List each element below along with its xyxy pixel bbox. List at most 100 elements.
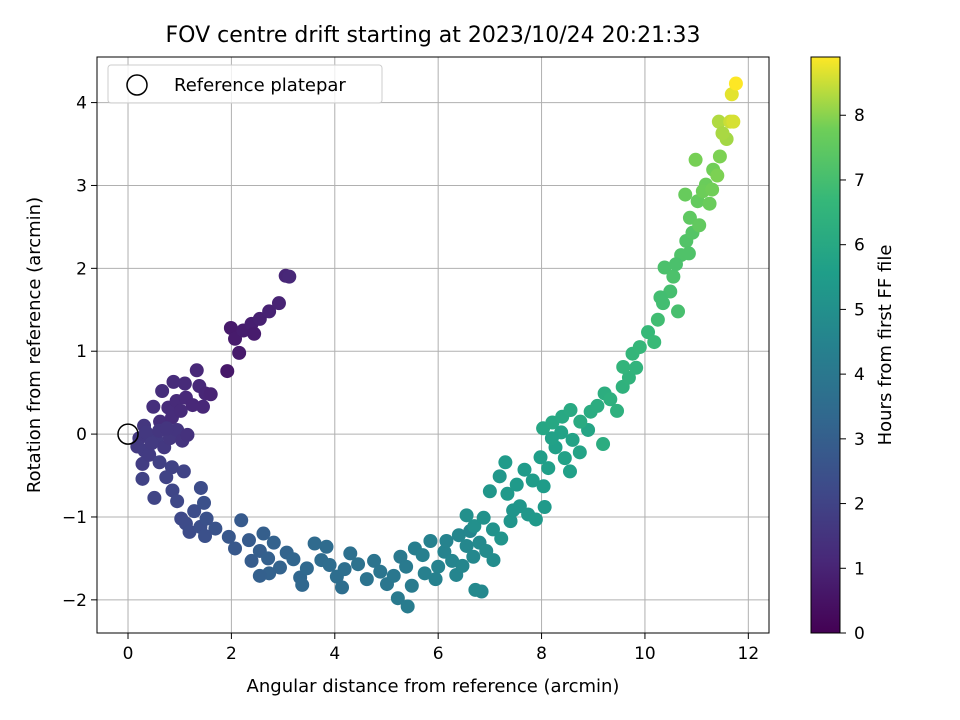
data-point xyxy=(271,296,286,311)
colorbar-tick-label: 2 xyxy=(854,495,865,515)
data-point xyxy=(431,559,446,574)
data-point xyxy=(193,480,208,495)
data-point xyxy=(195,399,210,414)
data-point xyxy=(451,528,466,543)
data-point xyxy=(650,312,665,327)
data-point xyxy=(147,490,162,505)
data-point xyxy=(726,114,741,129)
data-point xyxy=(208,521,223,536)
data-point xyxy=(142,447,157,462)
colorbar-gradient xyxy=(810,56,841,634)
data-point xyxy=(234,513,249,528)
data-point xyxy=(367,553,382,568)
data-point xyxy=(541,461,556,476)
x-tick-label: 6 xyxy=(433,644,444,664)
data-point xyxy=(197,495,212,510)
data-point xyxy=(500,486,515,501)
data-point xyxy=(173,403,188,418)
y-axis-ticks: −2 −1 0 1 2 3 4 xyxy=(62,94,97,611)
data-point xyxy=(517,462,532,477)
data-point xyxy=(256,526,271,541)
data-point xyxy=(286,552,301,567)
data-point xyxy=(180,427,195,442)
colorbar-tick-label: 1 xyxy=(854,559,865,579)
data-point xyxy=(359,572,374,587)
reference-platepar-marker xyxy=(117,423,139,445)
data-point xyxy=(572,445,587,460)
colorbar-tick-label: 8 xyxy=(854,106,865,126)
x-tick-label: 12 xyxy=(738,644,760,664)
data-point xyxy=(557,451,572,466)
data-point xyxy=(468,582,483,597)
data-point xyxy=(182,524,197,539)
data-point xyxy=(199,511,214,526)
data-point xyxy=(482,484,497,499)
data-point xyxy=(223,321,238,336)
data-point xyxy=(244,553,259,568)
data-point xyxy=(262,304,277,319)
data-point xyxy=(159,470,174,485)
data-point xyxy=(322,558,337,573)
data-point xyxy=(692,218,707,233)
colorbar-tick-label: 0 xyxy=(854,624,865,644)
data-point xyxy=(282,269,297,284)
data-point xyxy=(682,210,697,225)
data-point xyxy=(533,450,548,465)
data-point xyxy=(152,455,167,470)
data-point xyxy=(159,421,174,436)
x-axis-ticks: 0 2 4 6 8 10 12 xyxy=(123,633,760,664)
data-point xyxy=(337,562,352,577)
data-point xyxy=(610,403,625,418)
y-tick-label: 4 xyxy=(76,94,87,114)
data-point xyxy=(272,560,287,575)
data-point xyxy=(415,548,430,563)
data-point xyxy=(198,529,213,544)
data-point xyxy=(459,538,474,553)
data-point xyxy=(170,494,185,509)
data-point xyxy=(616,359,631,374)
data-point xyxy=(400,599,415,614)
y-tick-label: 2 xyxy=(76,259,87,279)
data-point xyxy=(476,510,491,525)
data-point xyxy=(498,455,513,470)
data-point xyxy=(710,168,725,183)
data-point xyxy=(399,559,414,574)
colorbar-label: Hours from first FF file xyxy=(875,245,896,446)
data-point xyxy=(439,534,454,549)
data-point xyxy=(220,364,235,379)
data-point xyxy=(386,568,401,583)
data-point xyxy=(221,529,236,544)
data-point xyxy=(466,549,481,564)
data-point xyxy=(189,363,204,378)
data-point xyxy=(373,564,388,579)
x-tick-label: 0 xyxy=(123,644,134,664)
data-point xyxy=(536,479,551,494)
data-point xyxy=(562,464,577,479)
data-point xyxy=(702,196,717,211)
data-point xyxy=(166,374,181,389)
colorbar-tick-label: 5 xyxy=(854,300,865,320)
data-point xyxy=(537,500,552,515)
data-point xyxy=(241,533,256,548)
data-point xyxy=(165,483,180,498)
x-tick-label: 4 xyxy=(329,644,340,664)
data-point xyxy=(247,326,262,341)
data-point xyxy=(319,539,334,554)
data-point xyxy=(494,531,509,546)
data-point xyxy=(632,340,647,355)
data-point xyxy=(728,76,743,91)
data-point xyxy=(266,535,281,550)
data-point xyxy=(705,182,720,197)
data-point xyxy=(563,403,578,418)
data-point xyxy=(671,304,686,319)
data-point xyxy=(228,541,243,556)
scatter-points xyxy=(117,76,743,614)
data-point xyxy=(343,546,358,561)
data-point xyxy=(428,572,443,587)
data-point xyxy=(603,392,618,407)
data-point xyxy=(485,522,500,537)
data-point xyxy=(681,246,696,261)
data-point xyxy=(724,87,739,102)
